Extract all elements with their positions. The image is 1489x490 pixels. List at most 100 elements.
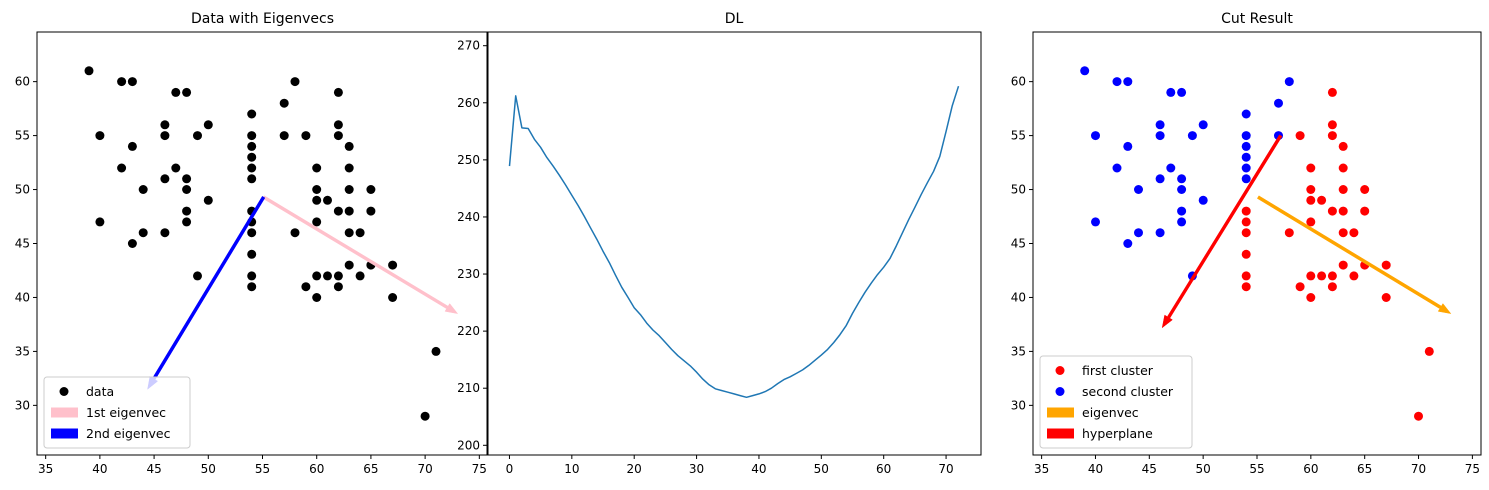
legend-label: hyperplane [1082, 426, 1153, 441]
data-point [171, 163, 181, 173]
y-tick-label: 230 [457, 267, 480, 281]
data-point [1177, 206, 1187, 216]
y-tick-label: 40 [1011, 290, 1026, 304]
data-point [1360, 185, 1370, 194]
data-point [312, 293, 322, 302]
data-point [1317, 195, 1327, 205]
data-point [333, 87, 343, 97]
data-point [247, 109, 257, 119]
chart-panel-3: Cut Result 35 40 45 50 55 60 65 70 75 30 35 40 45 50 55… [1011, 11, 1482, 476]
data-point [420, 411, 430, 421]
data-point [117, 163, 127, 173]
x-tick-label: 60 [1303, 462, 1318, 476]
data-point [312, 195, 322, 205]
data-point [388, 260, 398, 270]
data-point [1338, 260, 1348, 270]
data-point [1241, 249, 1251, 259]
data-point [1327, 120, 1337, 130]
data-point [344, 141, 354, 151]
data-point [1177, 185, 1187, 194]
data-point [1241, 174, 1251, 184]
data-point [247, 163, 257, 173]
chart-title: Data with Eigenvecs [191, 11, 334, 27]
data-point [1317, 271, 1327, 281]
data-point [160, 174, 170, 184]
data-point [1381, 293, 1391, 302]
series-line [508, 85, 960, 399]
data-point [1112, 163, 1122, 173]
data-point [1338, 163, 1348, 173]
data-point [1155, 174, 1165, 184]
data-point [1123, 239, 1133, 248]
axes-frame [486, 31, 982, 456]
data-point [355, 271, 365, 281]
arrow-2nd-eigenvec [147, 195, 266, 390]
legend-frame [1039, 355, 1193, 449]
data-point [1134, 228, 1143, 238]
y-tick-label: 55 [1011, 129, 1026, 143]
data-point [247, 282, 257, 292]
data-point [1241, 206, 1251, 216]
arrow-1st-eigenvec-shape [262, 195, 459, 314]
y-tick-label: 35 [1011, 344, 1026, 358]
data-point [1306, 185, 1316, 194]
data-point [1327, 206, 1337, 216]
y-tick-label: 50 [15, 183, 30, 197]
data-point [366, 206, 376, 216]
legend-marker [1055, 366, 1065, 375]
data-point [344, 163, 354, 173]
data-point [344, 206, 354, 216]
data-point [1306, 163, 1316, 173]
data-point [127, 239, 137, 248]
x-tick-label: 50 [1196, 462, 1211, 476]
data-point [1338, 185, 1348, 194]
data-point [247, 152, 257, 162]
data-point [84, 66, 94, 76]
data-point [1284, 77, 1294, 87]
arrow-eigenvec [1256, 195, 1452, 314]
data-point [1091, 131, 1100, 141]
data-point [247, 131, 257, 141]
data-point [1241, 152, 1251, 162]
data-point [203, 195, 213, 205]
data-point [1241, 163, 1251, 173]
y-tick-label: 60 [1011, 75, 1026, 89]
x-tick-label: 70 [1411, 462, 1426, 476]
data-point [290, 77, 300, 87]
legend-frame [43, 376, 191, 449]
data-point [333, 271, 343, 281]
data-point [312, 185, 322, 194]
data-point [333, 206, 343, 216]
data-point [1091, 217, 1100, 227]
data-point [1166, 87, 1176, 97]
data-point [182, 217, 192, 227]
data-point [1414, 411, 1423, 421]
data-point [138, 228, 148, 238]
x-tick-label: 60 [876, 462, 891, 476]
data-point [1327, 282, 1337, 292]
axis-ticks: 0 10 20 30 40 50 60 70 200 210 220 230 240 250 260 270 [457, 39, 954, 476]
x-tick-label: 50 [814, 462, 829, 476]
data-point [160, 120, 170, 130]
x-tick-label: 75 [472, 462, 487, 476]
data-point [203, 120, 213, 130]
data-point [1327, 131, 1337, 141]
data-point [1381, 260, 1391, 270]
legend-patch [51, 407, 78, 418]
data-point [1198, 195, 1208, 205]
data-point [247, 174, 257, 184]
x-tick-label: 65 [363, 462, 378, 476]
data-point [301, 131, 311, 141]
data-point [1080, 66, 1090, 76]
y-tick-label: 55 [15, 129, 30, 143]
legend-label: 1st eigenvec [86, 405, 166, 420]
data-point [1424, 346, 1434, 356]
data-point [182, 185, 192, 194]
legend-patch [1047, 407, 1074, 418]
data-point [279, 98, 289, 108]
data-point [312, 163, 322, 173]
data-point [323, 195, 332, 205]
data-point [323, 271, 332, 281]
data-point [1241, 228, 1251, 238]
arrow-2nd-eigenvec-shape [147, 195, 266, 390]
